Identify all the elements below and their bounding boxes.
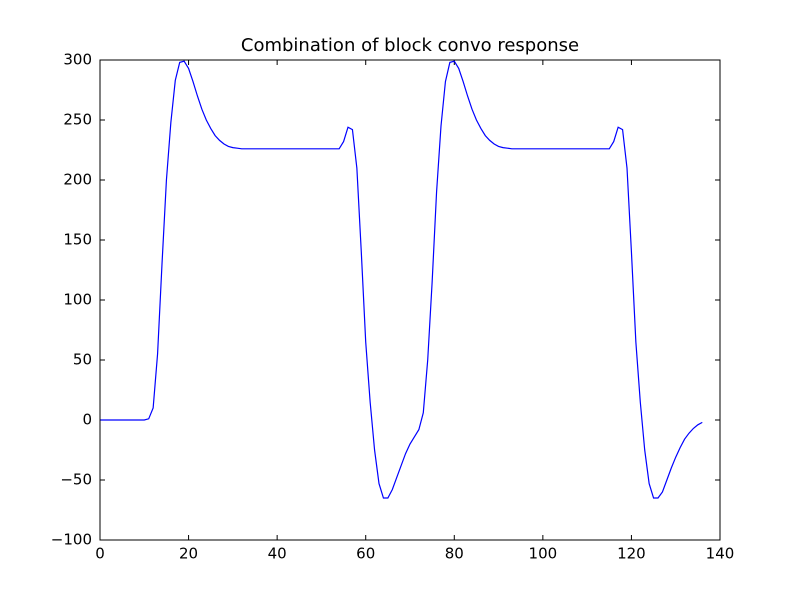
x-tick-label: 100 bbox=[529, 545, 558, 563]
x-tick-label: 140 bbox=[706, 545, 735, 563]
x-tick-label: 40 bbox=[268, 545, 287, 563]
x-tick-label: 0 bbox=[95, 545, 105, 563]
data-line bbox=[100, 60, 703, 499]
plot-frame bbox=[99, 59, 721, 541]
x-tick-label: 80 bbox=[445, 545, 464, 563]
y-tick-label: 100 bbox=[63, 291, 92, 309]
y-tick-label: −100 bbox=[51, 531, 92, 549]
y-tick-label: −50 bbox=[60, 471, 92, 489]
x-tick-label: 60 bbox=[356, 545, 375, 563]
y-tick-label: 300 bbox=[63, 51, 92, 69]
y-tick-label: 50 bbox=[73, 351, 92, 369]
y-tick-label: 250 bbox=[63, 111, 92, 129]
x-tick-label: 20 bbox=[179, 545, 198, 563]
y-tick-label: 200 bbox=[63, 171, 92, 189]
x-tick-label: 120 bbox=[617, 545, 646, 563]
y-tick-label: 0 bbox=[82, 411, 92, 429]
y-tick-label: 150 bbox=[63, 231, 92, 249]
chart-title: Combination of block convo response bbox=[241, 35, 579, 56]
